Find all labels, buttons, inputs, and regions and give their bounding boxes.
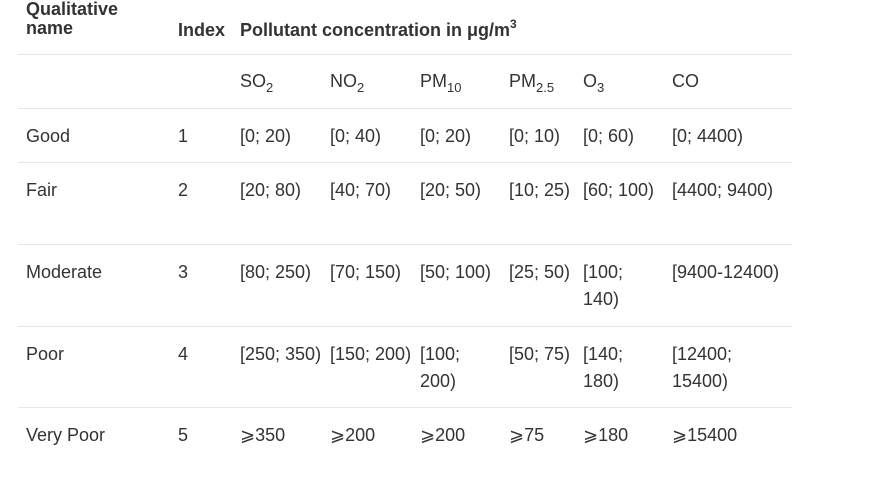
table-row-moderate: Moderate 3 [80; 250) [70; 150) [50; 100)… [18, 244, 792, 327]
pollutant-pm10: PM10 [412, 54, 501, 109]
cell-o3: ⩾180 [583, 425, 629, 445]
cell-qualitative-name: Poor [18, 326, 170, 408]
cell-pm10: ⩾200 [420, 425, 466, 445]
cell-qualitative-name: Moderate [18, 244, 170, 327]
pollutant-subscript: 2 [266, 79, 274, 95]
unit-exponent: 3 [510, 17, 517, 31]
cell-pm25: [10; 25) [501, 162, 575, 245]
cell-o3: [100; 140) [575, 244, 664, 327]
pollutant-o3: O3 [575, 54, 664, 109]
cell-no2: [150; 200) [322, 326, 412, 408]
cell-no2: [70; 150) [322, 244, 412, 327]
table-row-poor: Poor 4 [250; 350) [150; 200) [100; 200) … [18, 326, 792, 408]
pollutant-subscript: 2.5 [536, 79, 555, 95]
cell-index: 5 [178, 425, 189, 445]
cell-pm10: [50; 100) [412, 244, 501, 327]
cell-pm10: [0; 20) [412, 108, 501, 163]
pollutant-subscript: 10 [447, 79, 462, 95]
cell-pm25: ⩾75 [509, 425, 545, 445]
table-row-fair: Fair 2 [20; 80) [40; 70) [20; 50) [10; 2… [18, 162, 792, 245]
pollutant-base: SO [240, 70, 267, 91]
cell-pm10: [20; 50) [412, 162, 501, 245]
cell-co: [12400; 15400) [664, 326, 792, 408]
cell-co: ⩾15400 [672, 425, 738, 445]
pollutant-so2: SO2 [232, 54, 322, 109]
pollutant-no2: NO2 [322, 54, 412, 109]
header-row: Qualitative name Index Pollutant concent… [18, 0, 792, 55]
pollutant-header-row: SO2 NO2 PM10 PM2.5 O3 CO [18, 54, 792, 109]
cell-index: 1 [170, 108, 232, 163]
blank-cell [170, 54, 232, 109]
pollutant-base: PM [420, 70, 447, 91]
pollutant-base: CO [672, 70, 699, 91]
air-quality-index-table: Qualitative name Index Pollutant concent… [18, 0, 792, 462]
cell-qualitative-name: Fair [18, 162, 170, 245]
cell-o3: [140; 180) [575, 326, 664, 408]
cell-pm25: [50; 75) [501, 326, 575, 408]
cell-o3: [0; 60) [575, 108, 664, 163]
pollutant-base: O [583, 70, 598, 91]
blank-cell [18, 54, 170, 109]
cell-pm10: [100; 200) [412, 326, 501, 408]
cell-so2: ⩾350 [240, 425, 286, 445]
table-row-good: Good 1 [0; 20) [0; 40) [0; 20) [0; 10) [… [18, 108, 792, 163]
pollutant-base: NO [330, 70, 357, 91]
cell-o3: [60; 100) [575, 162, 664, 245]
header-index: Index [170, 0, 232, 55]
cell-index: 4 [170, 326, 232, 408]
cell-index: 2 [170, 162, 232, 245]
concentration-label: Pollutant concentration in μg/m [240, 20, 511, 40]
cell-so2: [0; 20) [232, 108, 322, 163]
cell-pm25: [25; 50) [501, 244, 575, 327]
cell-so2: [250; 350) [232, 326, 322, 408]
pollutant-base: PM [509, 70, 536, 91]
cell-co: [4400; 9400) [664, 162, 792, 245]
cell-no2: ⩾200 [330, 425, 376, 445]
header-qualitative-name: Qualitative name [18, 0, 170, 55]
cell-co: [9400-12400) [664, 244, 792, 327]
cell-so2: [80; 250) [232, 244, 322, 327]
cell-no2: [40; 70) [322, 162, 412, 245]
cell-no2: [0; 40) [322, 108, 412, 163]
cell-co: [0; 4400) [664, 108, 792, 163]
cell-qualitative-name: Very Poor [26, 425, 106, 445]
cell-pm25: [0; 10) [501, 108, 575, 163]
pollutant-subscript: 3 [597, 79, 605, 95]
cell-index: 3 [170, 244, 232, 327]
cell-qualitative-name: Good [18, 108, 170, 163]
cell-so2: [20; 80) [232, 162, 322, 245]
table-row-very-poor: Very Poor 5 ⩾350 ⩾200 ⩾200 ⩾75 ⩾180 ⩾154… [18, 408, 792, 462]
pollutant-co: CO [664, 54, 792, 109]
header-pollutant-concentration: Pollutant concentration in μg/m3 [232, 0, 792, 55]
pollutant-pm25: PM2.5 [501, 54, 575, 109]
pollutant-subscript: 2 [357, 79, 365, 95]
